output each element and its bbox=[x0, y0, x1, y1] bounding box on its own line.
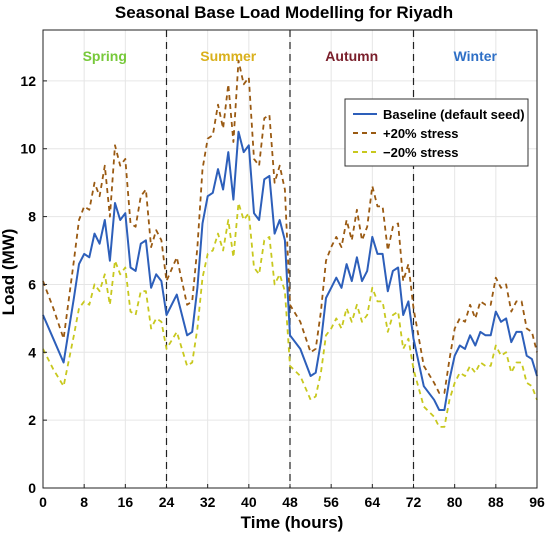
x-tick-label: 24 bbox=[159, 494, 175, 510]
legend-label: +20% stress bbox=[383, 126, 459, 141]
x-tick-label: 8 bbox=[80, 494, 88, 510]
x-axis-label: Time (hours) bbox=[241, 513, 344, 532]
series-line bbox=[42, 59, 538, 394]
series-line bbox=[42, 130, 538, 411]
x-tick-label: 40 bbox=[241, 494, 257, 510]
x-tick-label: 80 bbox=[447, 494, 463, 510]
x-tick-label: 96 bbox=[529, 494, 545, 510]
chart-title: Seasonal Base Load Modelling for Riyadh bbox=[115, 3, 453, 22]
x-tick-label: 32 bbox=[200, 494, 216, 510]
series-lines bbox=[42, 59, 538, 428]
season-label: Summer bbox=[200, 48, 257, 64]
y-axis-label: Load (MW) bbox=[0, 229, 18, 316]
season-label: Spring bbox=[83, 48, 127, 64]
series-line bbox=[42, 202, 538, 428]
x-tick-label: 56 bbox=[323, 494, 339, 510]
y-tick-label: 4 bbox=[28, 344, 36, 360]
x-tick-label: 16 bbox=[118, 494, 134, 510]
legend-label: −20% stress bbox=[383, 145, 459, 160]
y-tick-labels: 0 2 4 6 8 10 12 bbox=[20, 73, 47, 496]
x-tick-label: 88 bbox=[488, 494, 504, 510]
legend-label: Baseline (default seed) bbox=[383, 107, 525, 122]
x-tick-label: 0 bbox=[39, 494, 47, 510]
x-tick-labels: 0 8 16 24 32 40 48 56 64 72 80 88 96 bbox=[39, 484, 545, 510]
y-tick-label: 10 bbox=[20, 141, 36, 157]
y-tick-label: 12 bbox=[20, 73, 36, 89]
y-tick-label: 8 bbox=[28, 209, 36, 225]
y-tick-label: 2 bbox=[28, 412, 36, 428]
y-tick-label: 0 bbox=[28, 480, 36, 496]
x-tick-label: 64 bbox=[365, 494, 381, 510]
season-label: Winter bbox=[454, 48, 498, 64]
x-tick-label: 72 bbox=[406, 494, 422, 510]
x-tick-label: 48 bbox=[282, 494, 298, 510]
legend: Baseline (default seed) +20% stress −20% s… bbox=[344, 98, 529, 167]
season-labels: Spring Summer Autumn Winter bbox=[83, 48, 498, 64]
season-label: Autumn bbox=[325, 48, 378, 64]
y-tick-label: 6 bbox=[28, 276, 36, 292]
